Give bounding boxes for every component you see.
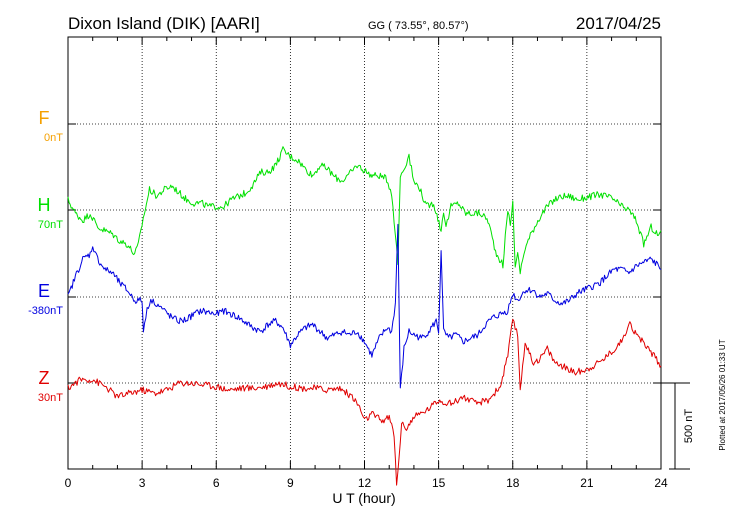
axis-ticks bbox=[67, 37, 662, 469]
series-line-h bbox=[67, 146, 662, 275]
xtick-label-6: 6 bbox=[213, 476, 220, 490]
component-label-z: Z bbox=[39, 368, 50, 388]
baseline-value-h: 70nT bbox=[38, 219, 63, 231]
component-label-e: E bbox=[38, 281, 50, 301]
x-axis-label: U T (hour) bbox=[332, 490, 395, 506]
xtick-label-3: 3 bbox=[139, 476, 146, 490]
xtick-label-12: 12 bbox=[358, 476, 372, 490]
station-coords: GG ( 73.55°, 80.57°) bbox=[368, 20, 469, 32]
xtick-label-21: 21 bbox=[580, 476, 594, 490]
component-label-f: F bbox=[39, 108, 50, 128]
xtick-label-9: 9 bbox=[287, 476, 294, 490]
baseline-value-e: -380nT bbox=[28, 305, 63, 317]
xtick-label-18: 18 bbox=[506, 476, 520, 490]
x-tick-labels: 0 3 6 9 12 15 18 21 24 bbox=[65, 476, 668, 490]
component-label-h: H bbox=[38, 195, 51, 215]
scale-bar: 500 nT bbox=[661, 382, 695, 470]
series-line-z bbox=[67, 318, 662, 486]
scale-bar-label: 500 nT bbox=[683, 409, 695, 444]
series-line-e bbox=[67, 223, 662, 389]
xtick-label-0: 0 bbox=[65, 476, 72, 490]
grid-lines bbox=[68, 37, 661, 469]
baseline-value-z: 30nT bbox=[38, 392, 63, 404]
data-series bbox=[67, 146, 662, 486]
xtick-label-15: 15 bbox=[432, 476, 446, 490]
chart-date: 2017/04/25 bbox=[576, 14, 661, 33]
station-title: Dixon Island (DIK) [AARI] bbox=[68, 14, 260, 33]
baseline-value-f: 0nT bbox=[44, 132, 63, 144]
plotted-at-note: Plotted at 2017/05/26 01:33 UT bbox=[718, 339, 727, 450]
xtick-label-24: 24 bbox=[654, 476, 668, 490]
